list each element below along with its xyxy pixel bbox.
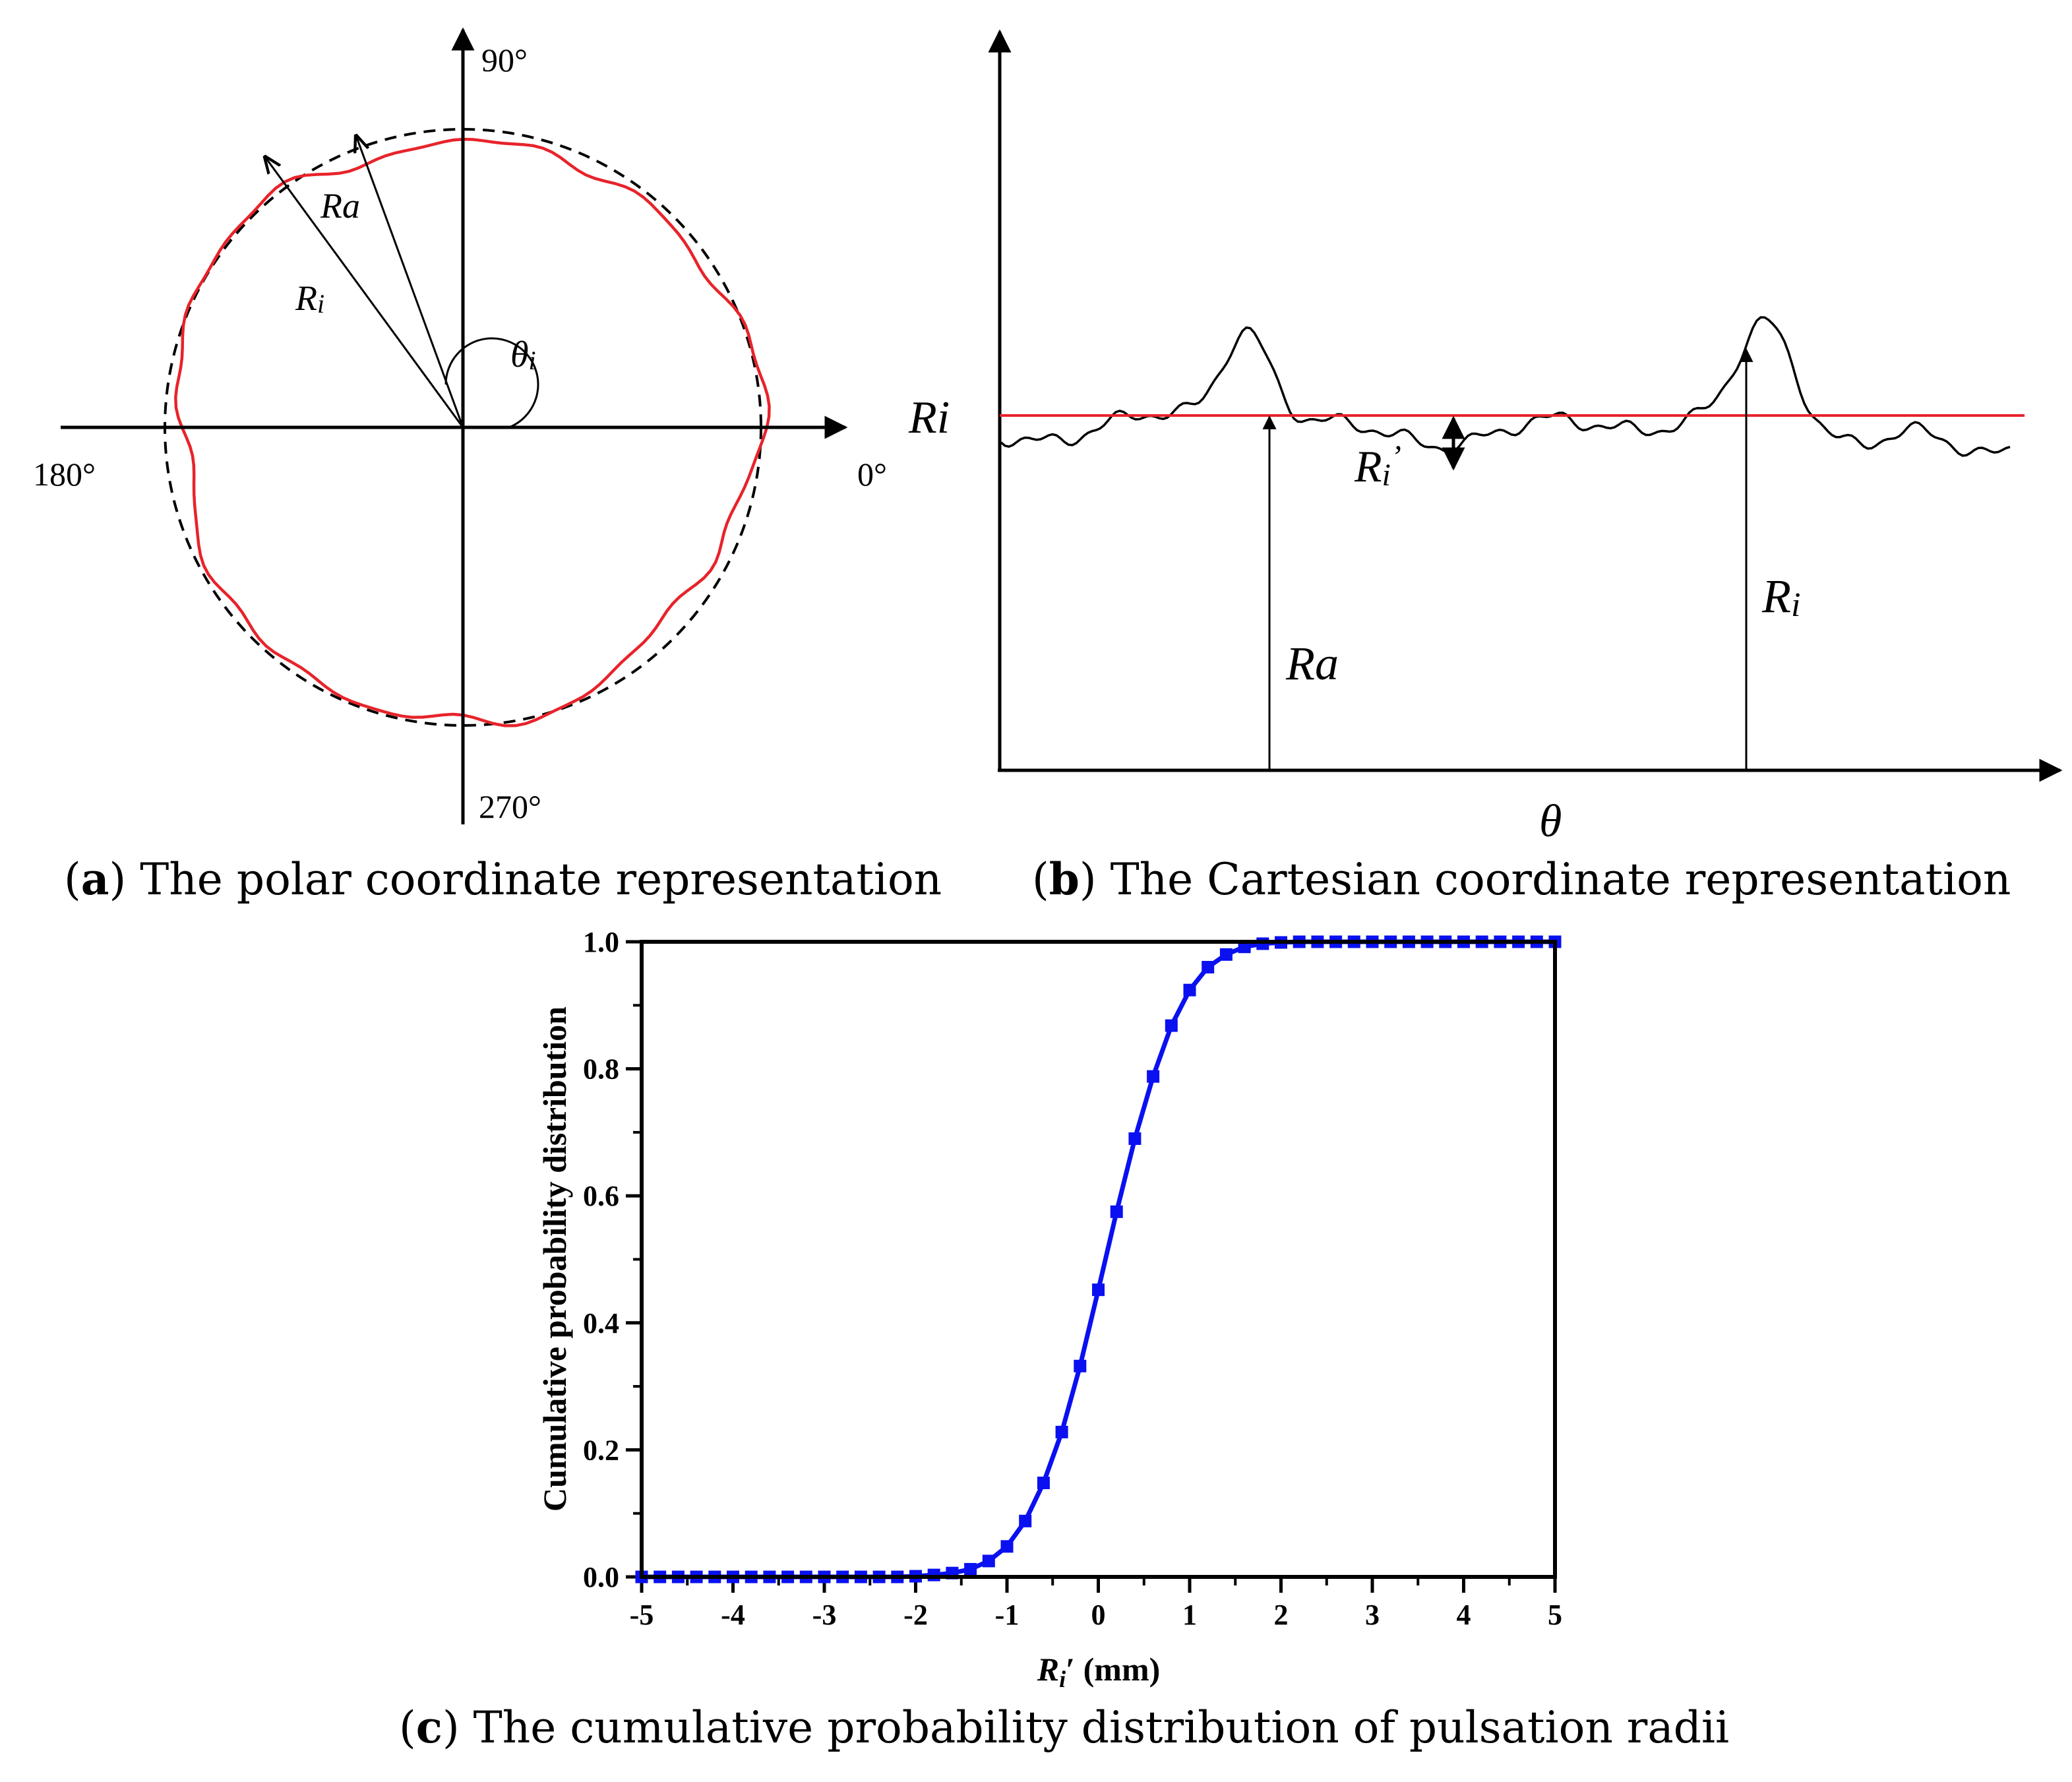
data-point [1147,1070,1160,1083]
data-point [982,1554,995,1568]
y-axis-label: Cumulative probability distribution [536,1006,573,1512]
data-point [1037,1477,1050,1489]
y-tick-label: 0.0 [583,1561,619,1593]
y-tick-label: 0.6 [583,1180,619,1212]
chart-ticks [626,940,1557,1593]
caption-b: (b) The Cartesian coordinate representat… [1032,853,2011,905]
chart-tick-labels: -5 -4 -3 -2 -1 0 1 2 3 4 5 0.0 0.2 0.4 0.6 0.8 1.0 [583,926,1562,1631]
x-tick-label: -5 [630,1599,654,1631]
y-tick-label: 0.4 [583,1307,619,1339]
x-tick-label: -4 [721,1599,745,1631]
panel-a-polar: 90° 180° 0° 270° Ra Ri θi [33,27,887,825]
label-ri-polar: Ri [295,278,324,319]
ri-radius-arrow [265,157,464,428]
data-point [1074,1359,1087,1372]
label-180: 180° [33,456,96,493]
data-point [1183,983,1196,997]
label-0: 0° [857,456,887,493]
label-ra-cartesian: Ra [1285,637,1339,690]
label-theta: θ [1539,796,1562,847]
x-tick-label: 2 [1274,1599,1289,1631]
label-ri-left: Ri [908,392,950,443]
label-ri-prime: Ri’ [1354,439,1401,493]
data-point [1165,1019,1178,1032]
x-tick-label: -2 [903,1599,928,1631]
label-ra-polar: Ra [320,186,360,226]
data-point [1202,961,1215,973]
cdf-series-line [642,939,1555,1580]
cdf-series-markers [635,935,1562,1583]
data-point [1110,1205,1123,1218]
data-point [1219,948,1233,961]
plot-frame [640,940,1557,1579]
x-tick-label: 1 [1182,1599,1197,1631]
x-tick-label: -1 [995,1599,1020,1631]
data-point [1128,1132,1142,1145]
theta-angle-arc [444,337,539,429]
y-tick-label: 1.0 [583,926,619,958]
polar-profile-curve [174,137,771,727]
data-point [1000,1540,1014,1553]
y-tick-label: 0.8 [583,1053,619,1086]
x-axis-label: Ri′ (mm) [1037,1651,1161,1692]
panel-c-chart: -5 -4 -3 -2 -1 0 1 2 3 4 5 0.0 0.2 0.4 0.6 0.8 1.0 Cumul… [536,926,1562,1692]
x-tick-label: 4 [1457,1599,1471,1631]
data-point [1092,1283,1105,1297]
cartesian-profile-curve [1000,316,2011,457]
x-tick-label: 0 [1091,1599,1106,1631]
ra-radius-arrow [356,136,464,428]
caption-a: (a) The polar coordinate representation [64,853,942,905]
x-tick-label: 5 [1548,1599,1562,1631]
x-tick-label: -3 [812,1599,837,1631]
data-point [1055,1425,1068,1438]
x-tick-label: 3 [1365,1599,1380,1631]
label-theta-i: θi [510,334,536,375]
label-270: 270° [479,788,541,825]
data-point [1019,1514,1032,1527]
label-ri-right: Ri [1761,570,1800,624]
label-90: 90° [481,42,528,78]
caption-c: (c) The cumulative probability distribut… [399,1702,1730,1753]
y-tick-label: 0.2 [583,1434,619,1466]
panel-b-cartesian: Ri Ri’ Ra Ri θ [908,29,2063,847]
data-point [964,1562,977,1576]
